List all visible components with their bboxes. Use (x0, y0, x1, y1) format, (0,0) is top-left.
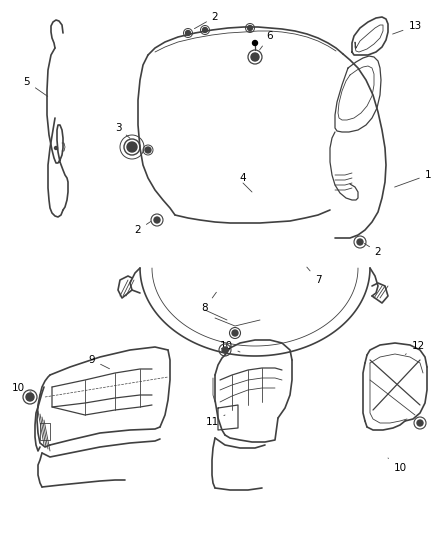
Circle shape (154, 217, 160, 223)
Text: 4: 4 (240, 173, 246, 183)
Text: 2: 2 (364, 244, 381, 257)
Text: 10: 10 (219, 341, 240, 352)
Text: 13: 13 (392, 21, 422, 34)
Text: 10: 10 (11, 383, 32, 393)
Text: 8: 8 (201, 292, 216, 313)
Circle shape (252, 41, 258, 45)
Circle shape (26, 393, 34, 401)
Text: 3: 3 (115, 123, 130, 138)
Text: 10: 10 (388, 458, 406, 473)
Text: 2: 2 (194, 12, 218, 29)
Circle shape (417, 420, 423, 426)
Circle shape (247, 26, 252, 30)
Text: 7: 7 (307, 267, 321, 285)
Circle shape (145, 147, 151, 153)
Text: 5: 5 (24, 77, 48, 96)
Text: 9: 9 (88, 355, 110, 369)
Circle shape (222, 347, 228, 353)
Circle shape (202, 28, 208, 33)
Circle shape (232, 330, 238, 336)
Text: 1: 1 (395, 170, 431, 187)
Text: 11: 11 (205, 415, 225, 427)
Text: 2: 2 (135, 222, 151, 235)
Circle shape (251, 53, 259, 61)
Text: 12: 12 (405, 341, 424, 354)
Circle shape (127, 142, 137, 152)
Circle shape (357, 239, 363, 245)
Circle shape (186, 30, 191, 36)
Text: 6: 6 (260, 31, 273, 50)
Circle shape (54, 147, 57, 149)
